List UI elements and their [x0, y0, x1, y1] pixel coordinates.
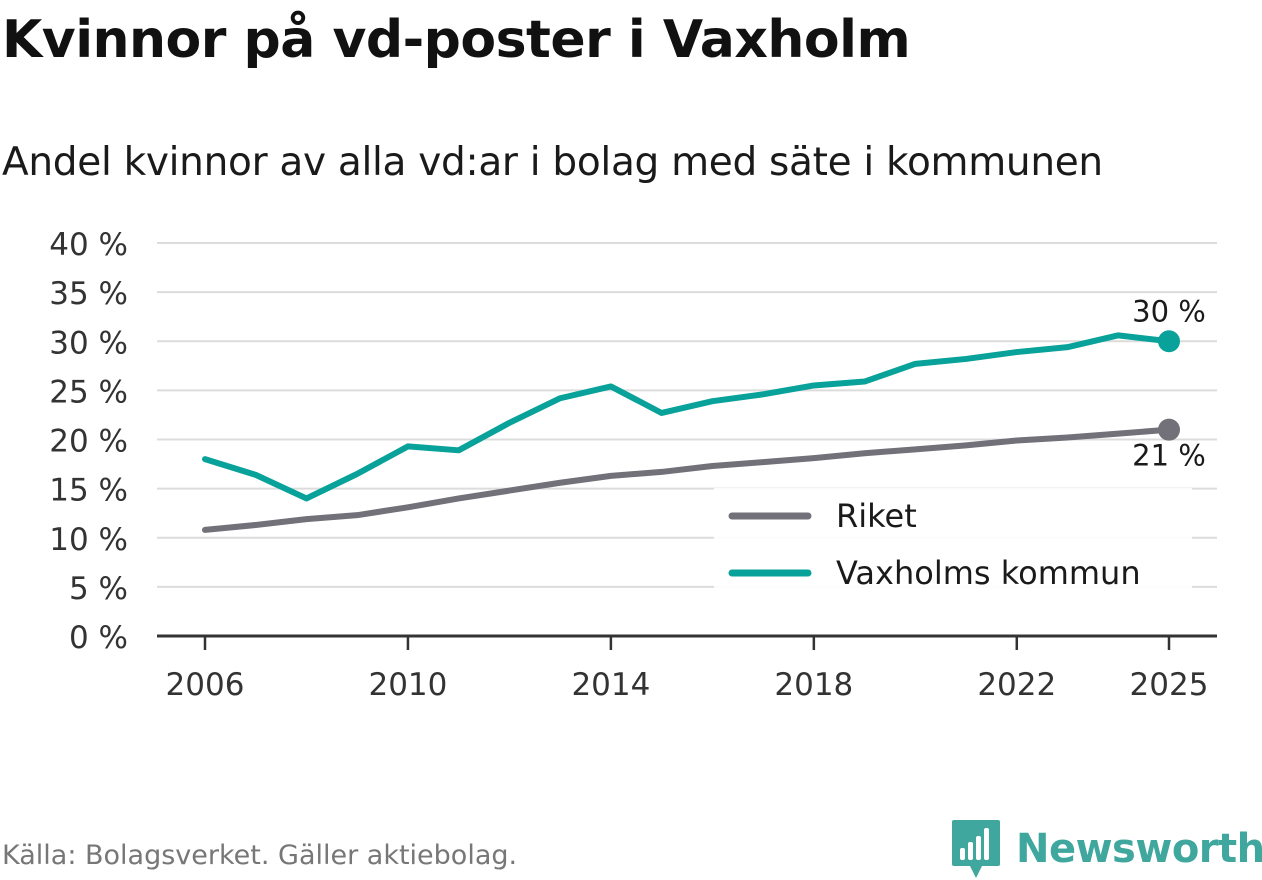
chart-title: Kvinnor på vd-poster i Vaxholm — [2, 10, 911, 70]
y-tick-label: 15 % — [49, 473, 128, 509]
y-tick-label: 20 % — [49, 424, 128, 460]
legend-label-riket: Riket — [836, 497, 917, 535]
source-note: Källa: Bolagsverket. Gäller aktiebolag. — [2, 840, 518, 871]
y-tick-label: 30 % — [49, 325, 128, 361]
series-line-riket — [202, 426, 1172, 533]
legend-label-vaxholm: Vaxholms kommun — [836, 554, 1141, 592]
x-tick-label: 2014 — [571, 667, 650, 703]
series-line-vaxholm — [202, 332, 1172, 502]
y-tick-label: 10 % — [49, 522, 128, 558]
end-labels: 21 % 30 % — [1129, 291, 1209, 475]
x-tick-label: 2018 — [774, 667, 853, 703]
end-label-riket: 21 % — [1132, 439, 1206, 473]
y-tick-label: 35 % — [49, 276, 128, 312]
chart-subtitle: Andel kvinnor av alla vd:ar i bolag med … — [2, 140, 1103, 185]
x-axis: 2006 2010 2014 2018 2022 2025 — [157, 634, 1217, 703]
series-lines — [202, 330, 1180, 533]
y-tick-label: 25 % — [49, 374, 128, 410]
end-point-riket — [1158, 418, 1180, 441]
x-tick-label: 2010 — [368, 667, 447, 703]
x-tick-label: 2006 — [166, 667, 245, 703]
brand-logo: Newsworthy — [950, 818, 1262, 880]
end-point-vaxholm — [1158, 330, 1180, 353]
y-tick-label: 0 % — [69, 620, 128, 656]
y-axis: 0 % 5 % 10 % 15 % 20 % 25 % 30 % 35 % 40 % — [49, 227, 128, 656]
end-label-vaxholm: 30 % — [1132, 294, 1206, 328]
y-tick-label: 5 % — [69, 571, 128, 607]
brand-name: Newsworthy — [1016, 826, 1262, 872]
x-tick-label: 2022 — [977, 667, 1056, 703]
newsworthy-logo-icon — [952, 820, 1000, 878]
y-tick-label: 40 % — [49, 227, 128, 263]
x-tick-label: 2025 — [1130, 667, 1209, 703]
legend: Riket Vaxholms kommun — [714, 488, 1192, 592]
